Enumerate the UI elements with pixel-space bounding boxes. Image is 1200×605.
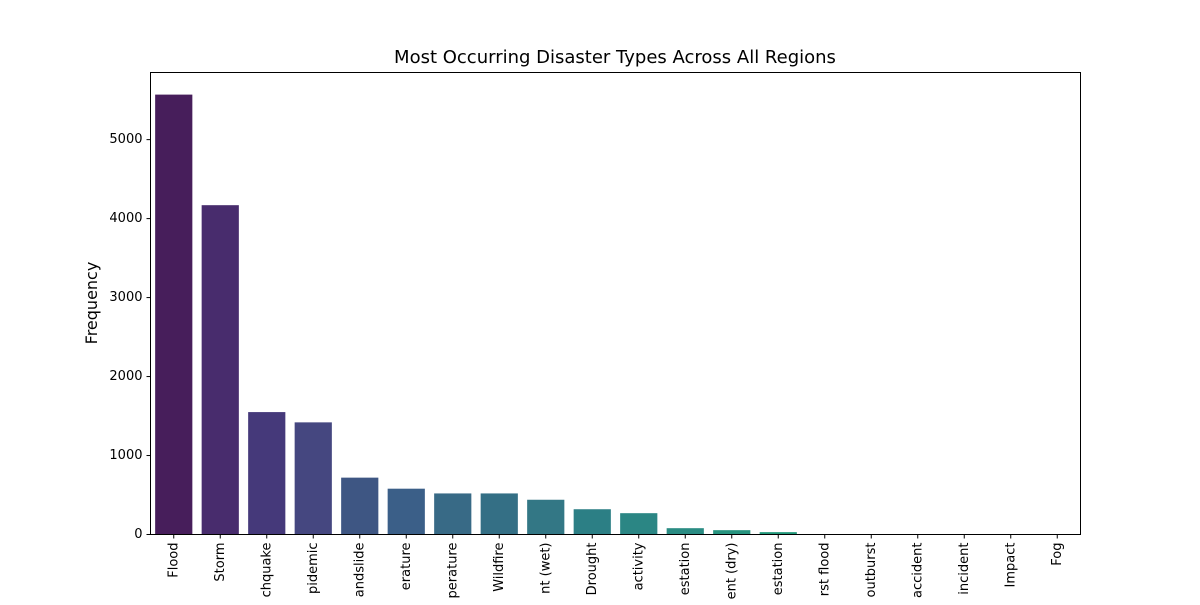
x-tick-label: nt (wet) (538, 543, 553, 594)
y-tick-label: 1000 (109, 448, 142, 463)
bar (574, 509, 611, 534)
x-tick-label: outburst (864, 543, 879, 598)
x-tick-label: Storm (213, 543, 228, 582)
x-tick-label: ent (dry) (724, 543, 739, 600)
x-tick-label: andslide (352, 543, 367, 598)
x-tick-label: Wildfire (492, 543, 507, 592)
x-tick-label: Flood (166, 543, 181, 578)
x-tick-label: erature (399, 542, 414, 590)
bar (295, 422, 332, 534)
bar (388, 489, 425, 535)
y-tick-label: 0 (134, 527, 142, 542)
y-tick-label: 2000 (109, 369, 142, 384)
y-tick-label: 5000 (109, 132, 142, 147)
x-tick-label: perature (445, 543, 460, 599)
bar (667, 528, 704, 534)
y-tick-label: 3000 (109, 290, 142, 305)
bar (620, 513, 657, 534)
bar (481, 493, 518, 534)
x-tick-label: Fog (1050, 543, 1065, 566)
x-tick-label: Impact (1003, 543, 1018, 588)
bar (341, 478, 378, 535)
y-axis-ticks: 0 1000 2000 3000 4000 5000 (109, 132, 150, 542)
bar (713, 530, 750, 534)
x-tick-label: rst flood (817, 543, 832, 597)
bar (202, 205, 239, 534)
bar (155, 95, 192, 535)
y-tick-label: 4000 (109, 211, 142, 226)
x-tick-label: pidemic (306, 543, 321, 595)
bars-group (155, 95, 1076, 535)
bar (527, 500, 564, 535)
chart-title: Most Occurring Disaster Types Across All… (394, 47, 836, 68)
bar (434, 493, 471, 534)
plot-frame (151, 73, 1081, 535)
x-tick-label: accident (910, 543, 925, 598)
x-axis-ticks: Flood Storm chquake pidemic andslide erature p… (166, 535, 1065, 600)
x-tick-label: estation (771, 543, 786, 596)
y-axis-label: Frequency (82, 262, 101, 345)
x-tick-label: incident (957, 543, 972, 595)
x-tick-label: estation (678, 543, 693, 596)
x-tick-label: Drought (585, 543, 600, 596)
x-tick-label: chquake (259, 543, 274, 598)
bar (248, 412, 285, 534)
x-tick-label: activity (631, 542, 646, 590)
